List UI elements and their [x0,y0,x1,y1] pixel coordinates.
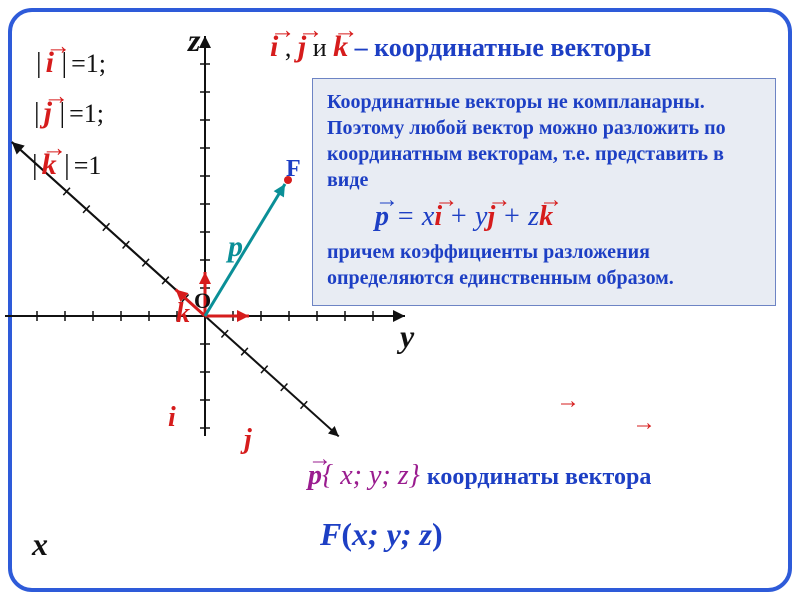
box-text-1: Координатные векторы не компланарны. Поэ… [327,89,763,193]
unit-i-row: | →i | =1; [36,46,106,80]
unit-k-text: =1 [74,151,102,180]
box-text-2: причем коэффициенты разложения определяю… [327,239,763,291]
formula-i: →i [434,201,442,232]
i-vector-label: →i [46,46,62,79]
formula-j: →j [487,201,495,232]
F-coords-row: F(x; y; z) [320,516,443,553]
point-F-label: F [286,156,301,183]
header-k: →k [333,30,348,63]
header-tail: – координатные векторы [355,33,652,62]
unit-j-text: =1; [69,99,104,128]
unit-i-text: =1; [71,49,106,78]
p-coords-tail: координаты вектора [427,464,652,490]
axis-x-label: x [32,526,48,563]
explanation-box: Координатные векторы не компланарны. Поэ… [312,78,776,306]
header-i: →i [270,30,278,63]
header-row: →i , →j и →k – координатные векторы [270,30,651,64]
unit-j-row: | →j | =1; [34,96,104,130]
formula-p: →p [375,201,389,232]
j-vector-label: →j [44,96,60,129]
k-vector-label: →k [42,148,65,181]
header-j: →j [298,30,306,63]
unit-k-row: | →k | =1 [32,148,101,182]
p-coords-row: →p{ x; y; z} координаты вектора [308,460,651,492]
decomposition-formula: →p = x→i + y→j + z→k [375,199,763,235]
p-coords-p: →p [308,460,322,491]
formula-k: →k [539,201,553,232]
axis-z-label: z [188,22,200,59]
